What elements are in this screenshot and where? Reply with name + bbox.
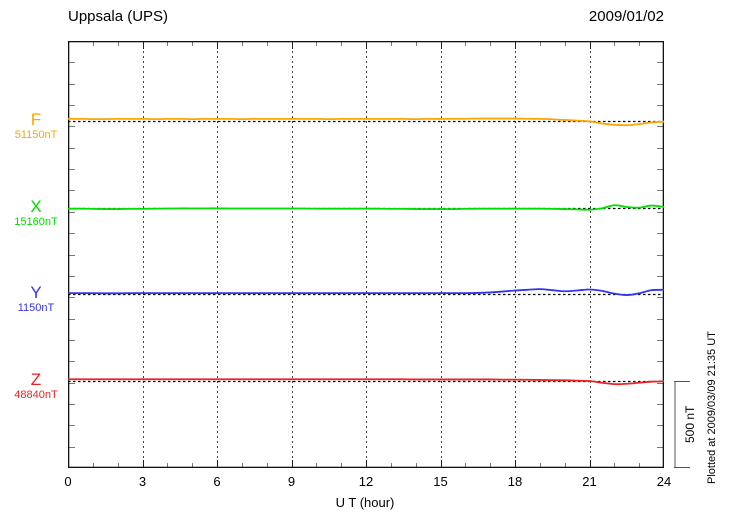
page-title: Uppsala (UPS) [68, 8, 169, 25]
x-tick-label: 15 [433, 474, 448, 489]
component-baseline-f: 51150nT [14, 128, 58, 141]
component-letter-f: F [30, 109, 42, 129]
x-tick-label: 21 [582, 474, 597, 489]
x-tick-label: 18 [507, 474, 523, 489]
trace-x [68, 204, 664, 211]
scale-bar [674, 381, 690, 468]
component-label-x: X 15160nT [14, 196, 58, 228]
observation-date: 2009/01/02 [588, 8, 664, 25]
component-letter-z: Z [30, 369, 42, 389]
x-tick-label: 9 [287, 474, 296, 489]
component-letter-x: X [30, 196, 42, 216]
trace-y [68, 288, 664, 296]
component-letter-y: Y [30, 282, 42, 302]
x-tick-label: 0 [64, 474, 72, 489]
plotted-timestamp: Plotted at 2009/03/09 21:35 UT [706, 331, 718, 484]
trace-f [68, 117, 664, 127]
x-axis-label: U T (hour) [335, 495, 395, 510]
component-baseline-x: 15160nT [14, 215, 58, 228]
scale-bar-label: 500 nT [683, 405, 697, 444]
x-tick-label: 12 [358, 474, 374, 489]
trace-z [68, 378, 664, 386]
plot-area [68, 41, 664, 468]
x-tick-label: 6 [213, 474, 221, 489]
component-label-f: F 51150nT [14, 109, 58, 141]
component-label-y: Y 1150nT [17, 282, 55, 314]
component-baseline-y: 1150nT [17, 301, 55, 314]
x-tick-label: 24 [656, 474, 672, 489]
component-label-z: Z 48840nT [14, 369, 58, 401]
component-baseline-z: 48840nT [14, 388, 58, 401]
magnetogram-svg [68, 41, 664, 468]
x-tick-label: 3 [138, 474, 147, 489]
plot-frame [68, 41, 664, 468]
